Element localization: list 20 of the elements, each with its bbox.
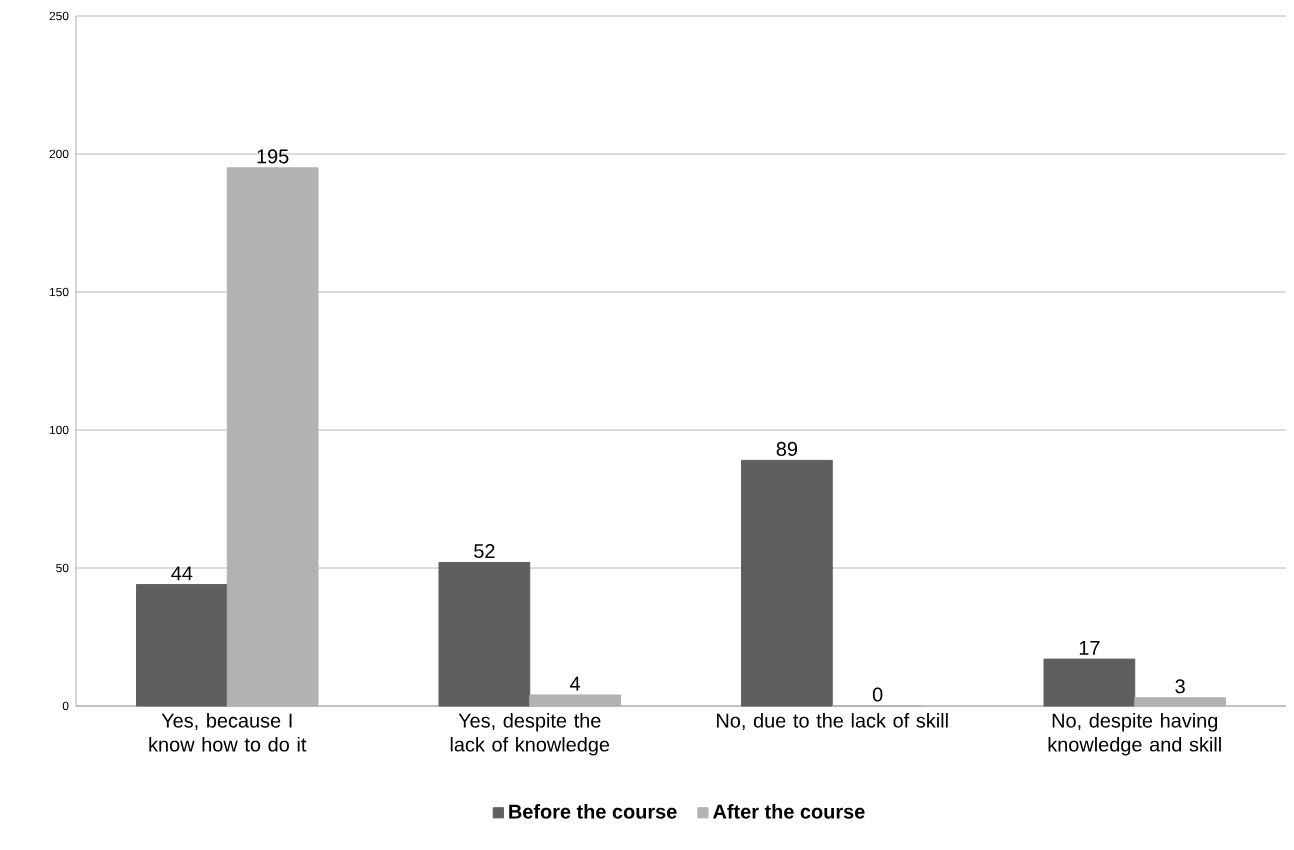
data-label: 89 (776, 441, 798, 456)
x-tick-label: Yes, despite the lack of knowledge (450, 713, 610, 756)
data-label: 195 (257, 149, 289, 164)
data-label: 3 (1175, 679, 1185, 694)
data-label: 17 (1079, 640, 1100, 655)
bar (1043, 658, 1136, 707)
data-label: 0 (872, 687, 883, 702)
data-label: 4 (570, 676, 581, 691)
x-tick-label: Yes, because I know how to do it (149, 713, 307, 752)
bar (136, 584, 228, 707)
x-tick-label: No, despite having knowledge and skill (1048, 713, 1221, 756)
x-tick-label: No, due to the lack of skill (717, 713, 948, 731)
data-label: 52 (474, 543, 495, 559)
bar (438, 561, 531, 707)
bar (741, 459, 833, 707)
legend-label: After the course (713, 804, 865, 819)
legend-label: Before the course (509, 804, 677, 819)
bar (1134, 697, 1227, 707)
data-label: 44 (171, 566, 193, 581)
bar (529, 694, 622, 707)
